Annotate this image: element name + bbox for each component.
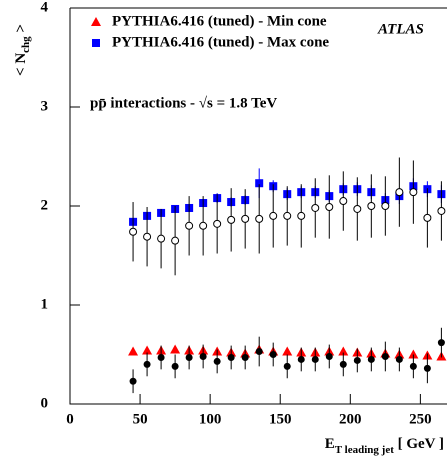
- point: [408, 349, 419, 359]
- point: [227, 215, 236, 224]
- point: [227, 353, 235, 361]
- point: [381, 202, 390, 210]
- point: [255, 179, 264, 188]
- point: [339, 360, 347, 368]
- point: [143, 232, 152, 241]
- point: [255, 348, 263, 356]
- point: [395, 355, 403, 363]
- point: [185, 221, 194, 230]
- x-axis-label: ET leading jet [ GeV ]: [325, 436, 444, 455]
- point: [157, 234, 166, 243]
- x-label-main: E: [325, 436, 335, 452]
- annotation: pp̄ interactions - √s = 1.8 TeV: [90, 95, 277, 111]
- point: [283, 362, 291, 370]
- point: [157, 353, 165, 361]
- point: [353, 204, 362, 213]
- x-tick-label: 0: [66, 411, 74, 427]
- x-tick-label: 100: [199, 411, 222, 427]
- point: [283, 211, 292, 220]
- point: [297, 355, 305, 363]
- y-tick-label: 4: [41, 0, 49, 15]
- point: [213, 357, 221, 365]
- point: [338, 346, 349, 356]
- legend-marker: [91, 17, 101, 26]
- point: [241, 353, 249, 361]
- point: [325, 352, 333, 360]
- x-tick-label: 50: [133, 411, 148, 427]
- point: [185, 353, 193, 361]
- legend-marker: [92, 39, 100, 47]
- point: [353, 356, 361, 364]
- point: [129, 377, 137, 385]
- point: [255, 214, 264, 223]
- point: [437, 339, 445, 347]
- point: [339, 197, 348, 206]
- y-label-sub: chg: [20, 36, 32, 53]
- point: [199, 352, 207, 360]
- point: [170, 344, 181, 354]
- point: [241, 214, 250, 223]
- point: [269, 351, 277, 358]
- y-tick-label: 1: [41, 296, 49, 312]
- point: [171, 236, 180, 245]
- point: [409, 188, 418, 197]
- point: [423, 364, 431, 372]
- point: [311, 355, 319, 363]
- x-label-end: [ GeV ]: [394, 436, 444, 452]
- x-tick-label: 250: [409, 411, 432, 427]
- y-tick-label: 0: [41, 395, 49, 411]
- axes-frame: [69, 8, 447, 405]
- point: [171, 362, 179, 370]
- atlas-label: ATLAS: [377, 21, 424, 37]
- legend-label: PYTHIA6.416 (tuned) - Max cone: [112, 34, 329, 50]
- point: [142, 345, 153, 355]
- point: [199, 221, 208, 230]
- point: [311, 203, 320, 212]
- y-tick-label: 3: [41, 98, 49, 114]
- point: [297, 211, 306, 220]
- y-label-end: >: [13, 24, 29, 36]
- point: [381, 352, 389, 360]
- x-tick-label: 150: [269, 411, 292, 427]
- point: [395, 188, 404, 197]
- point: [128, 346, 139, 356]
- y-tick-label: 2: [41, 197, 49, 213]
- point: [143, 360, 151, 368]
- point: [129, 227, 138, 236]
- point: [367, 355, 375, 363]
- legend-label: PYTHIA6.416 (tuned) - Min cone: [112, 13, 327, 29]
- point: [213, 219, 222, 228]
- x-tick-label: 200: [339, 411, 362, 427]
- y-label-main: < N: [13, 53, 29, 76]
- point: [423, 213, 432, 222]
- point: [282, 346, 293, 356]
- x-label-sub: T leading jet: [335, 444, 394, 456]
- point: [325, 202, 334, 211]
- point: [409, 362, 417, 370]
- point: [437, 206, 446, 215]
- point: [269, 211, 278, 220]
- point: [367, 202, 376, 210]
- y-axis-label: < Nchg >: [13, 24, 31, 76]
